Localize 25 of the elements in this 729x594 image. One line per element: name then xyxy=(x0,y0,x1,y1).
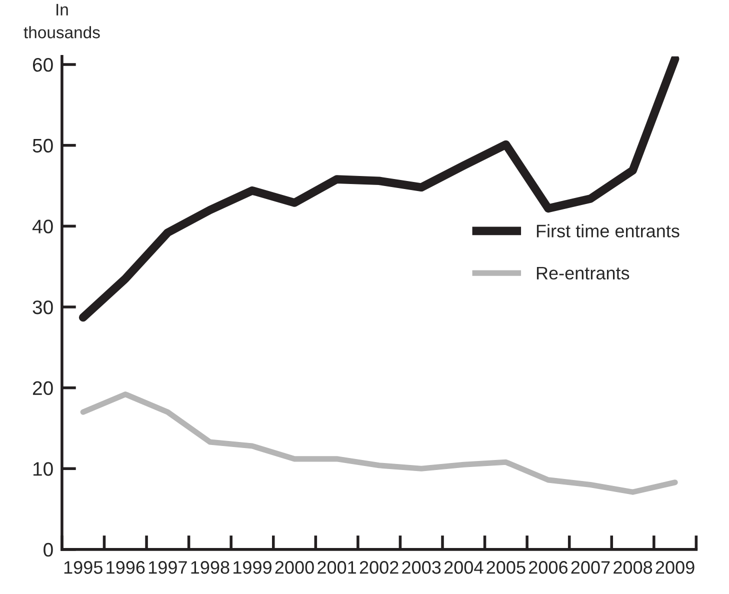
x-tick-label: 2007 xyxy=(571,561,610,574)
y-tick-label: 50 xyxy=(32,138,53,153)
y-tick-label: 0 xyxy=(44,542,53,557)
y-tick-label: 40 xyxy=(32,220,53,234)
legend-label: Re-entrants xyxy=(536,266,630,280)
y-tick-label: 60 xyxy=(32,58,53,72)
x-tick-label: 2002 xyxy=(360,561,398,574)
x-tick-label: 2001 xyxy=(318,561,356,574)
x-tick-label: 1995 xyxy=(64,561,102,574)
x-tick-label: 2003 xyxy=(402,561,441,574)
y-tick-label: 10 xyxy=(33,462,53,476)
x-tick-label: 1996 xyxy=(106,561,145,574)
x-tick-label: 2006 xyxy=(529,561,568,574)
y-tick-label: 20 xyxy=(32,381,53,396)
x-tick-label: 2000 xyxy=(275,561,314,574)
x-tick-label: 1997 xyxy=(148,561,187,574)
x-tick-label: 2005 xyxy=(486,561,526,574)
x-tick-label: 2009 xyxy=(656,561,694,574)
x-tick-label: 2008 xyxy=(614,561,652,574)
x-tick-label: 1998 xyxy=(191,561,230,574)
y-axis-title: In thousands xyxy=(24,4,100,38)
x-tick-label: 1999 xyxy=(234,561,272,574)
x-tick-label: 2004 xyxy=(444,561,484,574)
y-tick-label: 30 xyxy=(32,300,53,314)
legend-label: First time entrants xyxy=(536,224,680,238)
